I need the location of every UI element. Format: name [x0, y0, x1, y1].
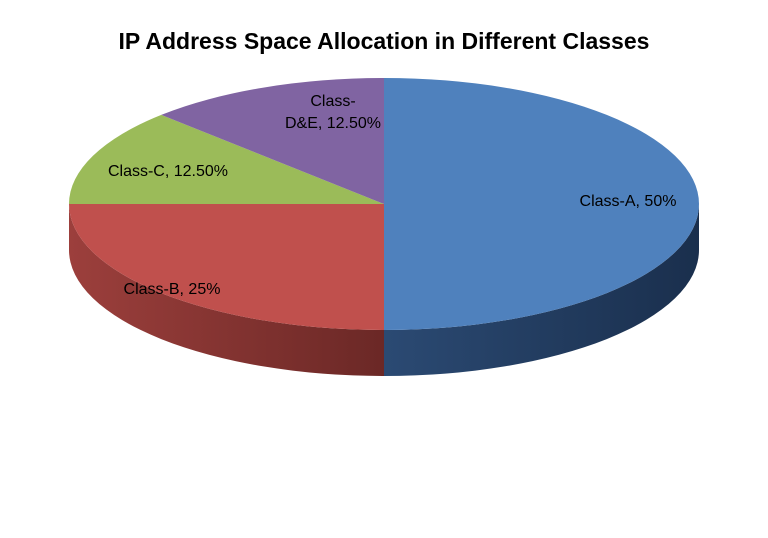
pie-slice-side-1	[69, 204, 384, 376]
pie-slice-3	[161, 78, 384, 204]
pie-slice-label-line: Class-A, 50%	[580, 193, 677, 210]
pie-slice-label-line: D&E, 12.50%	[285, 115, 381, 132]
pie-slice-label-3: Class- D&E, 12.50%	[285, 93, 381, 132]
pie-slice-label-line: Class-B, 25%	[124, 281, 221, 298]
chart-title: IP Address Space Allocation in Different…	[118, 28, 650, 54]
pie-slice-1	[69, 204, 384, 330]
pie-slice-label-1: Class-B, 25%	[124, 281, 221, 298]
pie-slice-0	[384, 78, 699, 330]
pie-slice-label-0: Class-A, 50%	[580, 193, 677, 210]
pie-slice-label-2: Class-C, 12.50%	[108, 163, 228, 180]
pie-slice-label-line: Class-C, 12.50%	[108, 163, 228, 180]
pie-slice-2	[69, 114, 384, 204]
pie-slice-side-0	[384, 204, 699, 376]
pie-slice-label-line: Class-	[310, 93, 355, 110]
